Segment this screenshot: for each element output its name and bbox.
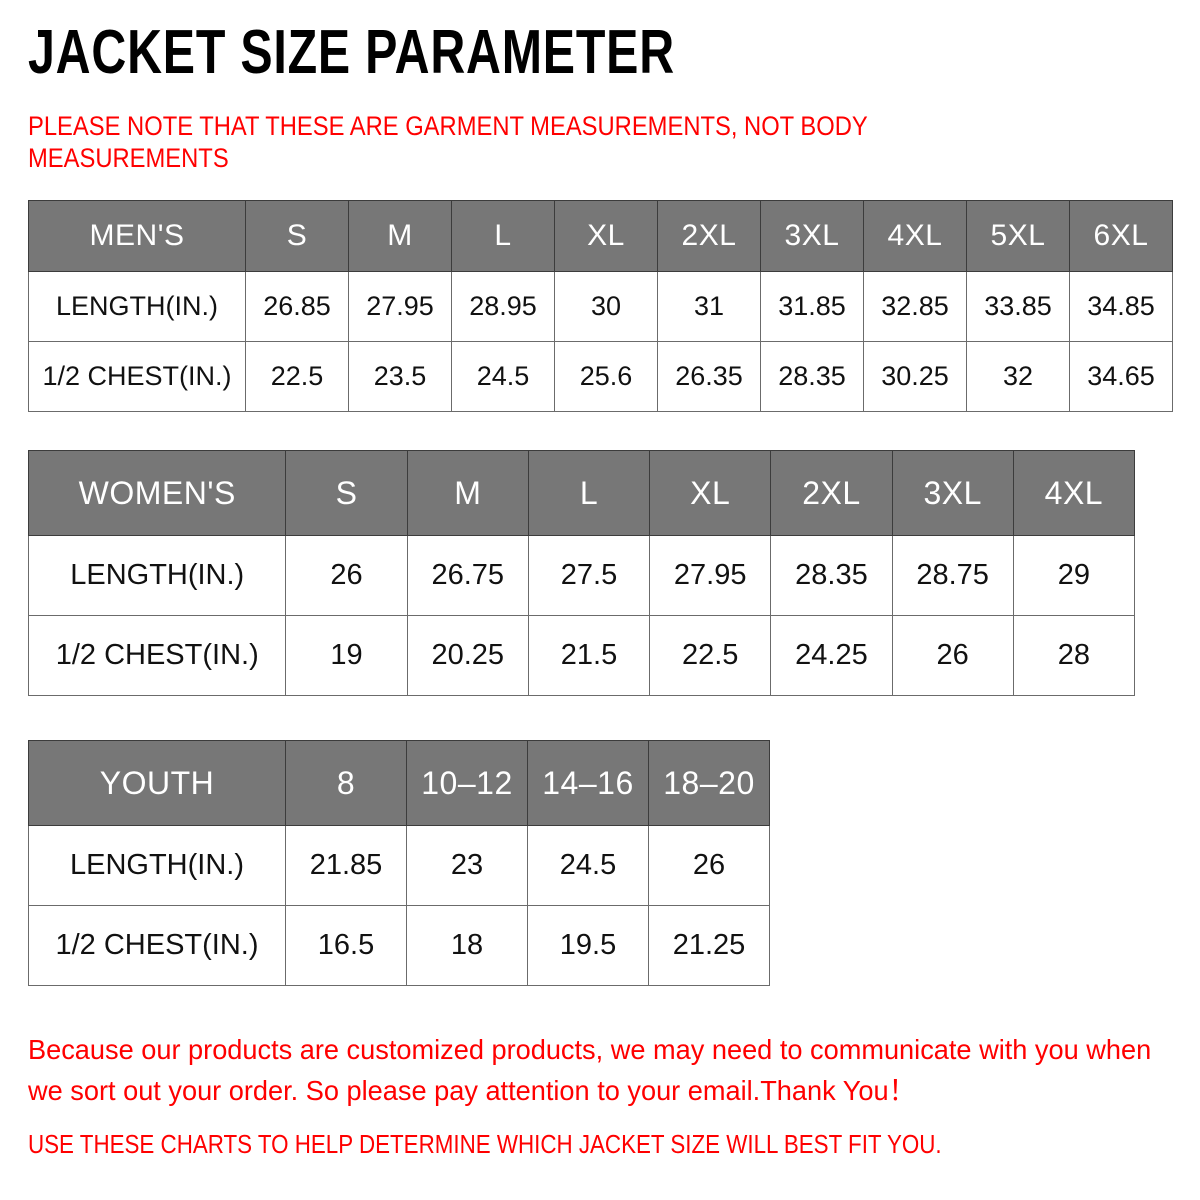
womens-chest-value: 24.25 bbox=[770, 615, 893, 696]
mens-length-label: LENGTH(IN.) bbox=[28, 271, 246, 342]
mens-length-value: 32.85 bbox=[863, 271, 967, 342]
customization-notice: Because our products are customized prod… bbox=[28, 1034, 1152, 1106]
garment-measurement-note: PLEASE NOTE THAT THESE ARE GARMENT MEASU… bbox=[28, 111, 868, 173]
mens-chest-value: 23.5 bbox=[348, 341, 452, 412]
mens-size-header-2xl: 2XL bbox=[657, 200, 761, 272]
chart-usage-notice: USE THESE CHARTS TO HELP DETERMINE WHICH… bbox=[28, 1129, 942, 1159]
mens-chest-value: 28.35 bbox=[760, 341, 864, 412]
womens-size-header-4xl: 4XL bbox=[1012, 450, 1136, 536]
mens-size-header-m: M bbox=[348, 200, 452, 272]
mens-size-table: MEN'S S M L XL 2XL 3XL 4XL 5XL 6XL LENGT… bbox=[28, 200, 1173, 412]
womens-length-value: 29 bbox=[1012, 535, 1136, 616]
womens-chest-value: 19 bbox=[285, 615, 408, 696]
womens-length-value: 26 bbox=[285, 535, 408, 616]
mens-chest-label: 1/2 CHEST(IN.) bbox=[28, 341, 246, 412]
youth-length-value: 21.85 bbox=[285, 825, 407, 906]
womens-chest-value: 22.5 bbox=[649, 615, 772, 696]
table-row: 1/2 CHEST(IN.) 22.5 23.5 24.5 25.6 26.35… bbox=[28, 341, 1173, 412]
mens-size-header-5xl: 5XL bbox=[966, 200, 1070, 272]
mens-chest-value: 24.5 bbox=[451, 341, 555, 412]
youth-size-header-8: 8 bbox=[285, 740, 407, 826]
womens-chest-value: 26 bbox=[891, 615, 1014, 696]
mens-length-value: 27.95 bbox=[348, 271, 452, 342]
youth-chest-value: 21.25 bbox=[648, 905, 770, 986]
womens-length-label: LENGTH(IN.) bbox=[27, 535, 287, 616]
youth-category-header: YOUTH bbox=[28, 740, 286, 826]
youth-chest-value: 18 bbox=[406, 905, 528, 986]
mens-category-header: MEN'S bbox=[28, 200, 246, 272]
mens-size-header-6xl: 6XL bbox=[1069, 200, 1173, 272]
youth-size-table: YOUTH 8 10–12 14–16 18–20 LENGTH(IN.) 21… bbox=[28, 740, 770, 986]
mens-length-value: 31.85 bbox=[760, 271, 864, 342]
mens-size-header-xl: XL bbox=[554, 200, 658, 272]
table-row: LENGTH(IN.) 21.85 23 24.5 26 bbox=[28, 825, 770, 906]
mens-chest-value: 30.25 bbox=[863, 341, 967, 412]
womens-category-header: WOMEN'S bbox=[27, 450, 287, 536]
table-header-row: WOMEN'S S M L XL 2XL 3XL 4XL bbox=[27, 450, 1136, 536]
mens-chest-value: 26.35 bbox=[657, 341, 761, 412]
womens-length-value: 28.35 bbox=[770, 535, 893, 616]
womens-chest-value: 20.25 bbox=[406, 615, 529, 696]
mens-chest-value: 22.5 bbox=[245, 341, 349, 412]
table-row: LENGTH(IN.) 26 26.75 27.5 27.95 28.35 28… bbox=[27, 535, 1136, 616]
mens-length-value: 34.85 bbox=[1069, 271, 1173, 342]
womens-chest-label: 1/2 CHEST(IN.) bbox=[27, 615, 287, 696]
womens-size-table: WOMEN'S S M L XL 2XL 3XL 4XL LENGTH(IN.)… bbox=[27, 450, 1136, 696]
mens-size-header-4xl: 4XL bbox=[863, 200, 967, 272]
womens-length-value: 26.75 bbox=[406, 535, 529, 616]
womens-chest-value: 28 bbox=[1012, 615, 1136, 696]
table-row: LENGTH(IN.) 26.85 27.95 28.95 30 31 31.8… bbox=[28, 271, 1173, 342]
mens-length-value: 26.85 bbox=[245, 271, 349, 342]
mens-size-header-l: L bbox=[451, 200, 555, 272]
mens-length-value: 31 bbox=[657, 271, 761, 342]
womens-length-value: 27.5 bbox=[527, 535, 651, 616]
table-header-row: YOUTH 8 10–12 14–16 18–20 bbox=[28, 740, 770, 826]
womens-size-header-l: L bbox=[527, 450, 651, 536]
mens-size-header-s: S bbox=[245, 200, 349, 272]
mens-length-value: 28.95 bbox=[451, 271, 555, 342]
mens-length-value: 33.85 bbox=[966, 271, 1070, 342]
womens-chest-value: 21.5 bbox=[527, 615, 651, 696]
mens-size-header-3xl: 3XL bbox=[760, 200, 864, 272]
youth-length-value: 24.5 bbox=[527, 825, 649, 906]
youth-length-value: 23 bbox=[406, 825, 528, 906]
table-row: 1/2 CHEST(IN.) 16.5 18 19.5 21.25 bbox=[28, 905, 770, 986]
youth-chest-value: 16.5 bbox=[285, 905, 407, 986]
youth-size-header-18-20: 18–20 bbox=[648, 740, 770, 826]
youth-size-header-10-12: 10–12 bbox=[406, 740, 528, 826]
womens-size-header-m: M bbox=[406, 450, 529, 536]
womens-size-header-2xl: 2XL bbox=[770, 450, 893, 536]
page-title: JACKET SIZE PARAMETER bbox=[28, 18, 675, 87]
mens-chest-value: 32 bbox=[966, 341, 1070, 412]
table-header-row: MEN'S S M L XL 2XL 3XL 4XL 5XL 6XL bbox=[28, 200, 1173, 272]
youth-length-value: 26 bbox=[648, 825, 770, 906]
womens-length-value: 27.95 bbox=[649, 535, 772, 616]
mens-length-value: 30 bbox=[554, 271, 658, 342]
mens-chest-value: 34.65 bbox=[1069, 341, 1173, 412]
mens-chest-value: 25.6 bbox=[554, 341, 658, 412]
youth-length-label: LENGTH(IN.) bbox=[28, 825, 286, 906]
womens-size-header-3xl: 3XL bbox=[891, 450, 1014, 536]
womens-size-header-xl: XL bbox=[649, 450, 772, 536]
youth-chest-value: 19.5 bbox=[527, 905, 649, 986]
womens-length-value: 28.75 bbox=[891, 535, 1014, 616]
table-row: 1/2 CHEST(IN.) 19 20.25 21.5 22.5 24.25 … bbox=[27, 615, 1136, 696]
youth-size-header-14-16: 14–16 bbox=[527, 740, 649, 826]
womens-size-header-s: S bbox=[285, 450, 408, 536]
youth-chest-label: 1/2 CHEST(IN.) bbox=[28, 905, 286, 986]
